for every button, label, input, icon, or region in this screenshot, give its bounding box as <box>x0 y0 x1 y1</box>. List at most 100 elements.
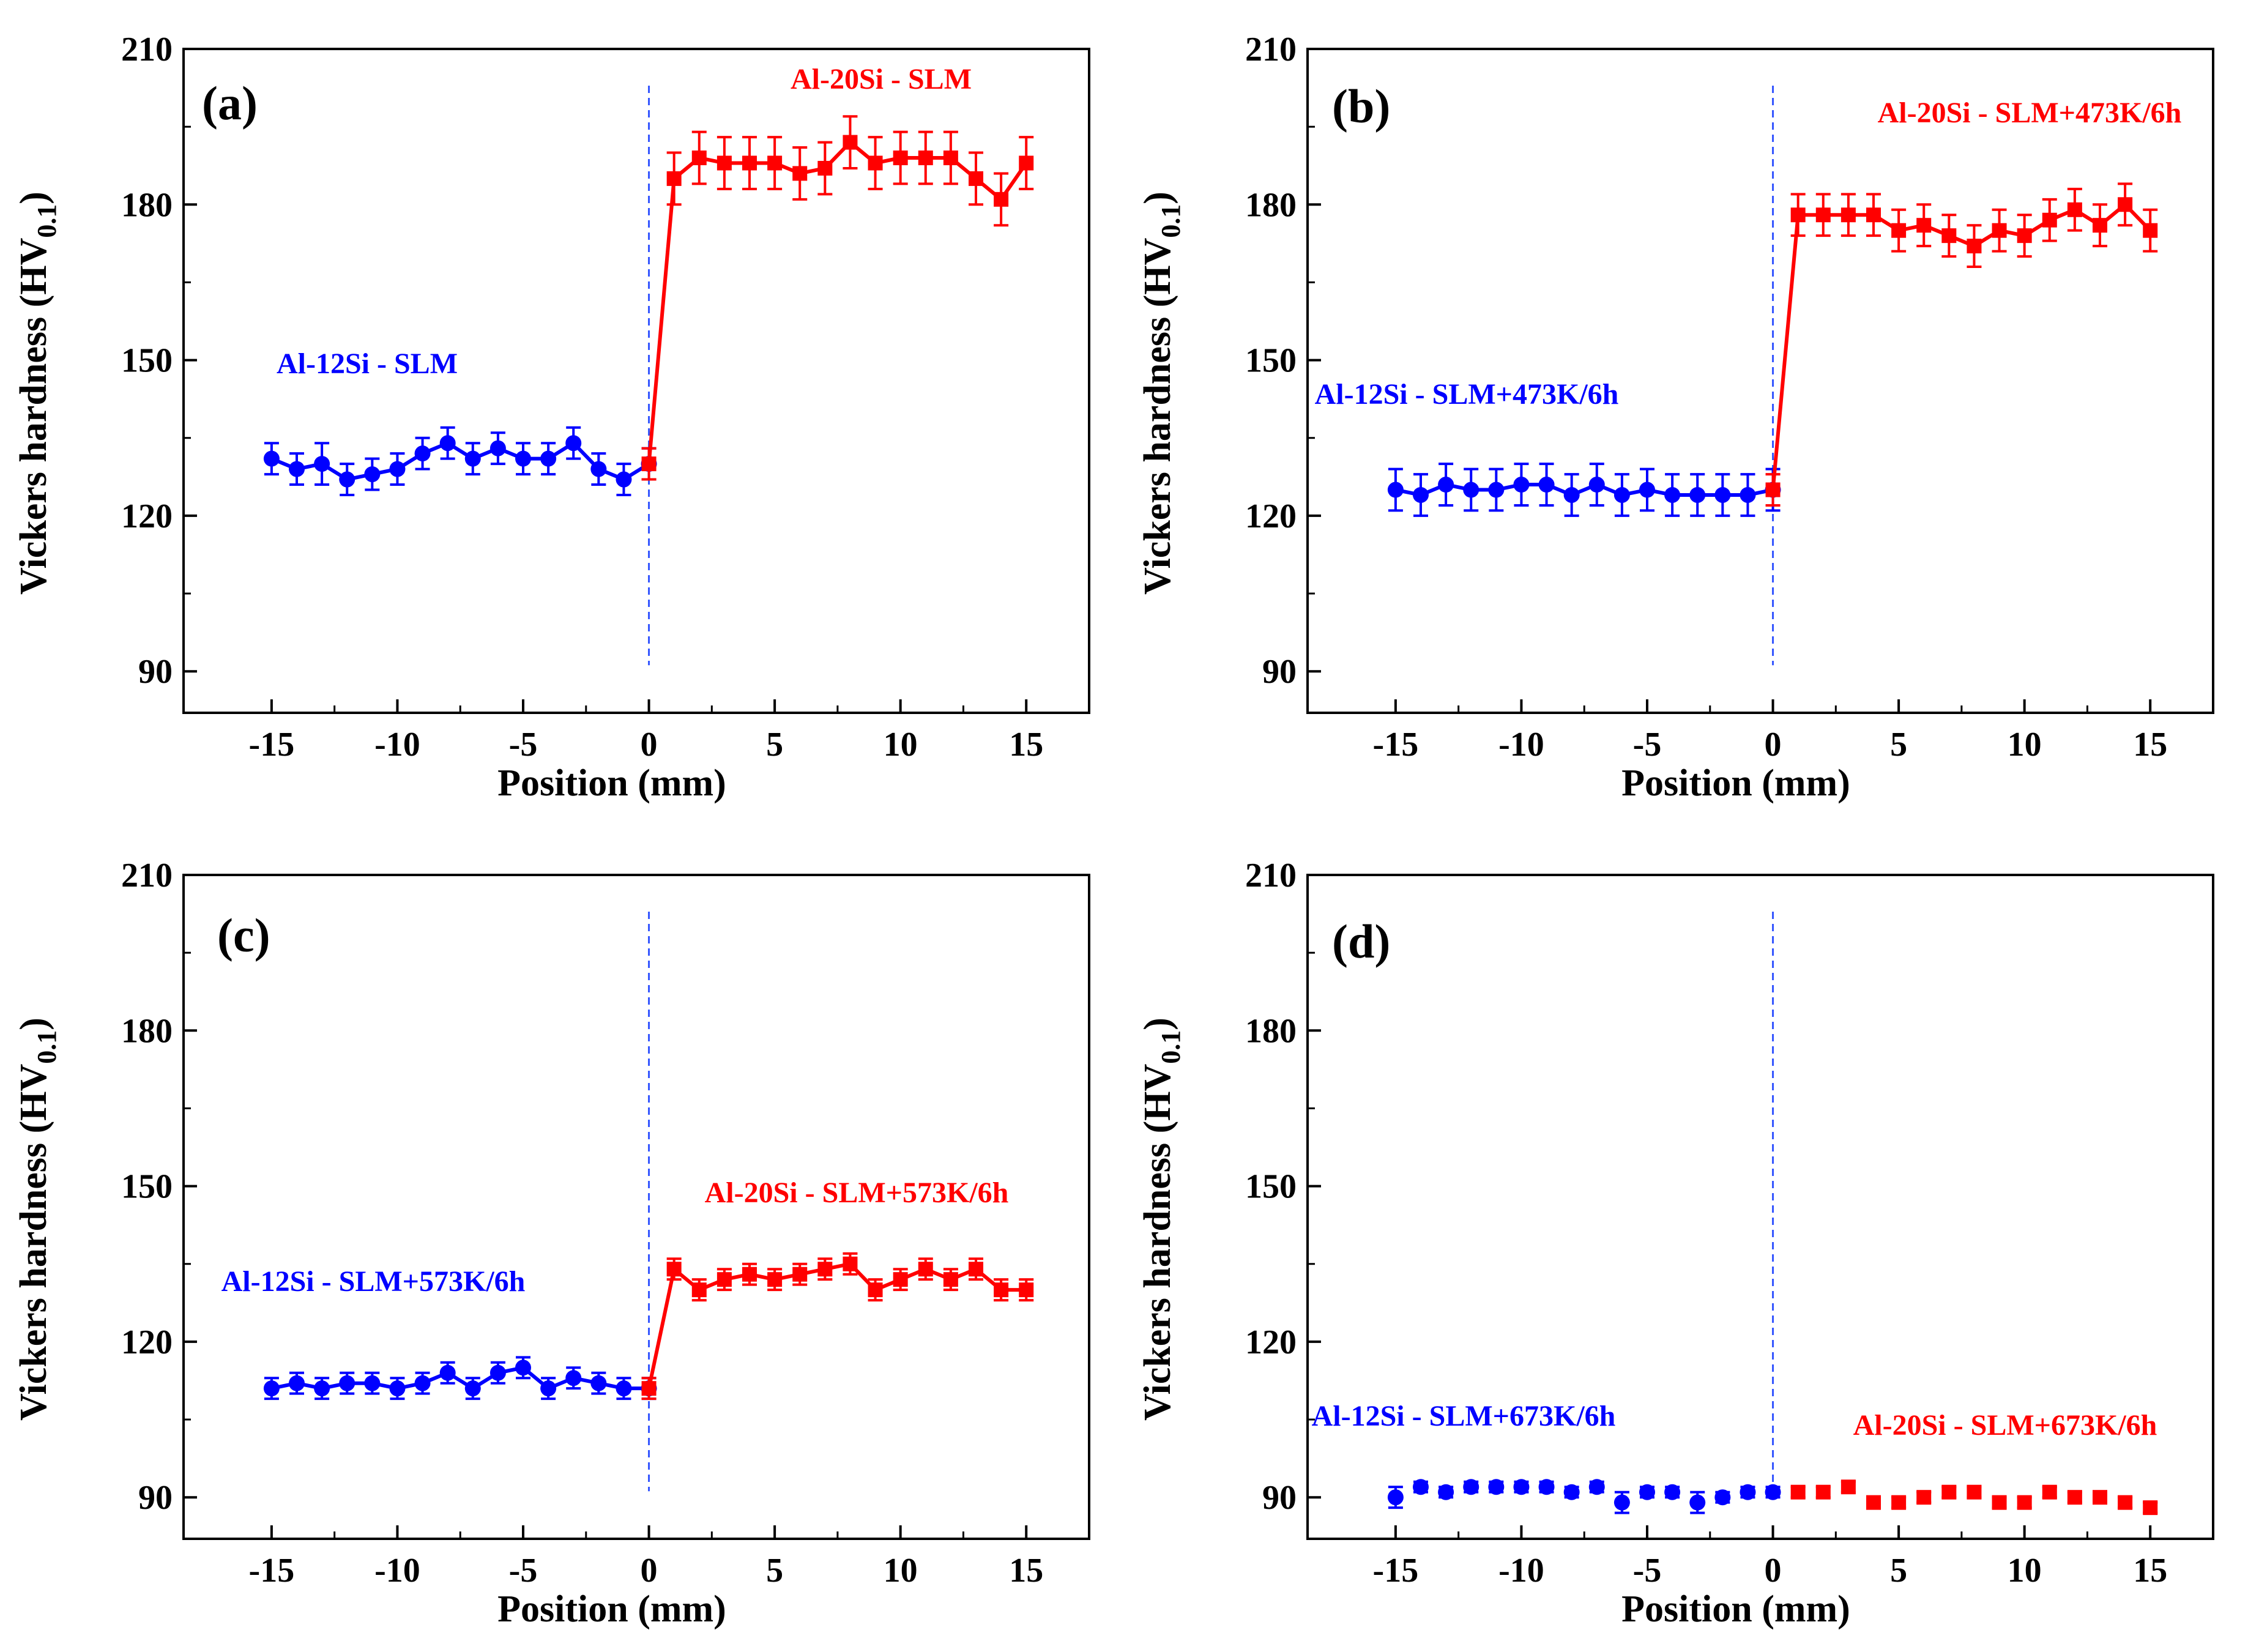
data-point <box>918 1262 933 1277</box>
data-point <box>1840 207 1856 223</box>
y-axis-title-main: Vickers hardness (HV <box>13 237 54 594</box>
data-point <box>1866 207 1881 223</box>
y-tick-label: 150 <box>1245 342 1297 380</box>
x-tick-label: -10 <box>374 726 420 764</box>
data-point <box>339 1375 355 1391</box>
data-point <box>1967 1484 1982 1500</box>
x-tick-label: 5 <box>766 726 783 764</box>
data-point <box>767 1272 783 1287</box>
data-point <box>767 155 783 171</box>
y-tick-label: 90 <box>1262 653 1297 691</box>
data-point <box>1588 477 1605 493</box>
series-al-20si <box>1765 182 2158 507</box>
y-tick-label: 180 <box>121 186 173 224</box>
series-line <box>647 1262 1027 1389</box>
series-al-12si <box>1387 463 1781 517</box>
data-point <box>2118 197 2133 212</box>
y-tick-label: 90 <box>1262 1479 1297 1517</box>
data-point <box>1413 1479 1429 1495</box>
y-tick-label: 210 <box>1245 857 1297 895</box>
data-point <box>2093 218 2107 233</box>
data-point <box>742 1267 757 1282</box>
data-point <box>414 445 431 462</box>
data-point <box>2017 1495 2032 1510</box>
y-axis-title: Vickers hardness (HV0.1) <box>1137 192 1186 595</box>
x-tick-label: -15 <box>249 1552 295 1590</box>
data-point <box>616 1380 632 1397</box>
data-point <box>314 1380 330 1397</box>
data-point <box>1613 486 1630 503</box>
x-tick-label: 0 <box>641 726 658 764</box>
data-point <box>289 461 305 477</box>
data-point <box>641 456 657 472</box>
y-axis-title-subscript: 0.1 <box>1156 204 1186 238</box>
data-point <box>1891 1495 1907 1510</box>
panel-tag: (a) <box>202 76 258 130</box>
panel-tag: (c) <box>217 909 270 962</box>
series-label: Al-12Si - SLM+473K/6h <box>1315 378 1619 411</box>
x-axis-title: Position (mm) <box>497 1588 726 1630</box>
series-line <box>271 1366 649 1391</box>
series-label: Al-12Si - SLM <box>277 348 458 380</box>
y-tick-label: 210 <box>121 31 173 69</box>
y-axis-title-main: Vickers hardness (HV <box>1137 1063 1178 1420</box>
data-point <box>1563 1484 1580 1500</box>
data-point <box>590 461 607 477</box>
y-axis-title-main: Vickers hardness (HV <box>1137 237 1178 594</box>
data-point <box>1019 1282 1034 1298</box>
x-tick-label: 10 <box>2008 726 2042 764</box>
data-point <box>691 151 707 166</box>
series-line <box>647 140 1028 464</box>
data-point <box>1891 223 1907 238</box>
data-point <box>540 1380 557 1397</box>
data-point <box>666 171 682 186</box>
data-point <box>893 151 908 166</box>
data-point <box>893 1272 908 1287</box>
y-tick-label: 180 <box>121 1012 173 1050</box>
data-point <box>792 166 808 181</box>
data-point <box>540 450 557 467</box>
chart-panel-a: 90 120 150 180 210 -15 -10 -5 0 5 10 15 Position (mm… <box>13 31 1090 804</box>
series-label: Al-20Si - SLM+473K/6h <box>1878 97 2182 129</box>
data-point <box>439 1364 456 1381</box>
series-line <box>270 441 650 482</box>
panel-tag: (b) <box>1332 80 1390 133</box>
series-label: Al-20Si - SLM <box>791 63 972 95</box>
y-tick-label: 120 <box>121 1323 173 1361</box>
data-point <box>817 1262 833 1277</box>
series-al-20si <box>641 115 1034 481</box>
series-label: Al-20Si - SLM+573K/6h <box>705 1177 1009 1209</box>
data-point <box>1714 486 1731 503</box>
data-point <box>817 160 833 176</box>
data-point <box>2067 202 2082 217</box>
data-point <box>263 1380 280 1397</box>
series-line <box>1771 202 2152 490</box>
series-label: Al-12Si - SLM+673K/6h <box>1312 1400 1616 1432</box>
data-point <box>1639 1484 1655 1500</box>
data-point <box>1538 477 1555 493</box>
data-point <box>565 1370 582 1386</box>
x-tick-label: 5 <box>1890 726 1907 764</box>
data-point <box>1387 482 1404 498</box>
x-tick-label: -5 <box>509 1552 538 1590</box>
data-point <box>1790 207 1806 223</box>
data-point <box>1563 486 1580 503</box>
data-point <box>1866 1495 1881 1510</box>
x-tick-label: -5 <box>1633 1552 1662 1590</box>
data-point <box>389 461 406 477</box>
data-point <box>489 440 506 456</box>
y-axis-title-main: Vickers hardness (HV <box>13 1063 54 1420</box>
data-point <box>1413 486 1429 503</box>
data-point <box>1613 1494 1630 1511</box>
data-point <box>1513 477 1530 493</box>
y-tick-label: 210 <box>121 857 173 895</box>
y-axis-title: Vickers hardness (HV0.1) <box>1137 1018 1186 1421</box>
data-point <box>742 155 757 171</box>
data-point <box>868 1282 883 1298</box>
data-point <box>2143 223 2158 238</box>
data-point <box>1740 1484 1756 1500</box>
data-point <box>1714 1489 1731 1506</box>
x-tick-label: 15 <box>2133 1552 2167 1590</box>
data-point <box>1941 228 1957 244</box>
data-point <box>691 1282 707 1298</box>
